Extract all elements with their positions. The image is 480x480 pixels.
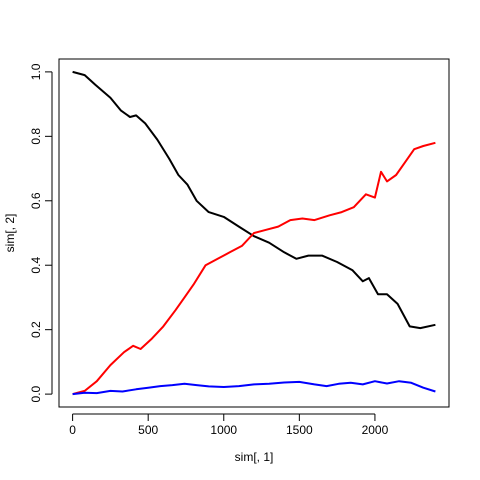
y-axis-label: sim[, 2] bbox=[3, 214, 17, 253]
axis-layer: 0 500 1000 1500 2000 0.0 0.2 0.4 0.6 0.8 1.0 bbox=[29, 63, 389, 437]
y-tick-label: 0.8 bbox=[29, 128, 43, 145]
x-tick-label: 2000 bbox=[362, 423, 389, 437]
series-line-1 bbox=[72, 70, 436, 330]
series-line-2 bbox=[72, 141, 436, 396]
y-tick-label: 0.4 bbox=[29, 257, 43, 274]
y-tick-label: 0.2 bbox=[29, 321, 43, 338]
y-tick-label: 0.0 bbox=[29, 385, 43, 402]
plot-frame bbox=[58, 58, 450, 408]
x-tick-label: 1500 bbox=[286, 423, 313, 437]
y-tick-label: 1.0 bbox=[29, 63, 43, 80]
y-tick-label: 0.6 bbox=[29, 192, 43, 209]
series-line-3 bbox=[72, 380, 436, 396]
x-tick-label: 1000 bbox=[210, 423, 237, 437]
x-axis-label: sim[, 1] bbox=[235, 450, 274, 464]
x-tick-label: 500 bbox=[138, 423, 158, 437]
series-layer bbox=[72, 70, 436, 396]
x-tick-label: 0 bbox=[69, 423, 76, 437]
